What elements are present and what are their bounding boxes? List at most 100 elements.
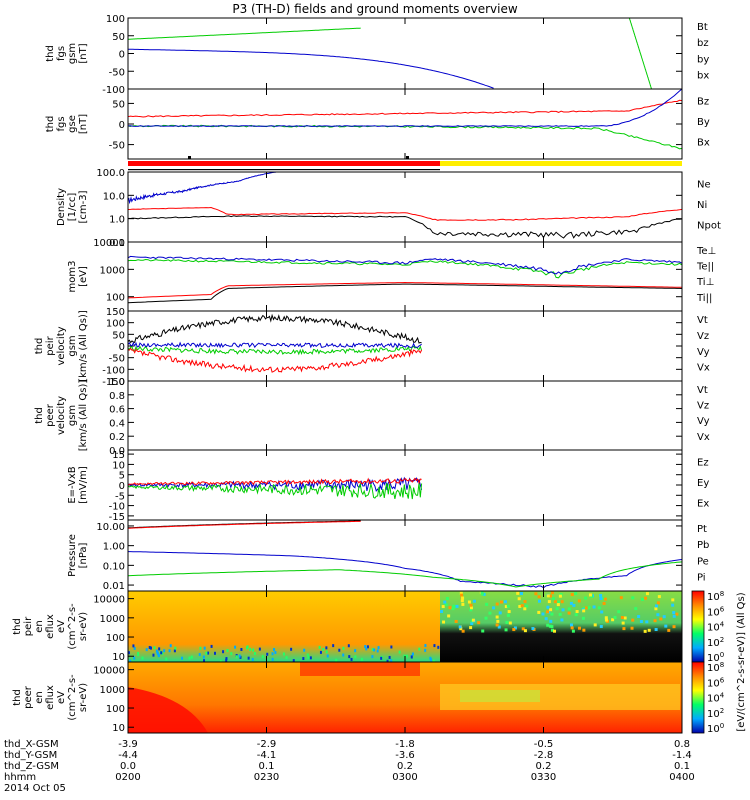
series-group xyxy=(127,520,683,589)
spectrogram-pixel xyxy=(567,611,571,615)
spectrogram-pixel xyxy=(574,591,578,595)
spectrogram-pixel xyxy=(318,645,321,649)
y-axis-label: Density[1/cc][cm-3] xyxy=(56,188,89,226)
y-axis-label-line: thd xyxy=(45,116,56,133)
series-pe xyxy=(127,561,683,588)
y-axis-label-line: [1/cc] xyxy=(67,193,78,222)
x-tick-label: 0.0 xyxy=(120,761,136,772)
x-tick-label: 0200 xyxy=(115,772,140,783)
y-tick-label: 0.1 xyxy=(109,238,125,249)
colorbar-tick-exponent: 6 xyxy=(720,605,725,613)
series-vy xyxy=(127,345,423,356)
series-group xyxy=(127,313,423,373)
spectrogram-pixel xyxy=(165,657,168,661)
panel-peer-spectrogram: 10000 1000 100 10 thdpeerenefluxeV(cm^2-s-sr… xyxy=(12,661,683,734)
spectrogram-pixel xyxy=(335,658,338,662)
y-tick-label: -50 xyxy=(109,67,125,78)
y-axis-label-line: thd xyxy=(34,407,45,424)
colorbar-tick-base: 10 xyxy=(707,663,720,674)
series-by-late xyxy=(628,17,655,90)
spectrogram-pixel xyxy=(137,653,140,657)
panel-peir-spectrogram: 10000 1000 100 10 thdpeirenefluxeV(cm^2-s-sr… xyxy=(12,590,683,663)
panel-frame xyxy=(127,519,683,592)
spectrogram-pixel xyxy=(537,595,541,599)
x-tick-label: 0.8 xyxy=(674,739,690,750)
y-axis-label-line: gsm xyxy=(67,405,78,426)
spectrogram-pixel xyxy=(570,626,574,630)
x-tick-label: -1.4 xyxy=(672,750,692,761)
series-ey xyxy=(127,482,423,500)
spectrogram-pixel xyxy=(560,600,564,604)
spectrogram-pixel xyxy=(559,593,563,597)
y-tick-label: 50 xyxy=(112,32,125,43)
y-axis-label: thdpeirvelocitygsm[km/s (All Qs)] xyxy=(34,310,89,382)
y-axis-label-line: thd xyxy=(12,618,23,635)
spectrogram-pixel xyxy=(546,605,550,609)
y-tick-label: 100 xyxy=(106,633,125,644)
spectrogram-pixel xyxy=(634,607,638,611)
spectrogram-pixel xyxy=(225,657,228,661)
colorbar-tick-exponent: 2 xyxy=(720,707,724,715)
y-tick-label: 0.8 xyxy=(109,391,125,402)
y-axis-label-line: sr-eV) xyxy=(78,683,89,712)
y-axis-label-line: velocity xyxy=(56,396,67,435)
x-row-label: thd_X-GSM xyxy=(4,739,59,750)
x-tick-label: -3.9 xyxy=(118,739,138,750)
legend-ey: Ey xyxy=(697,478,709,489)
series-ne xyxy=(127,206,683,221)
spectrogram-pixel xyxy=(537,599,541,603)
spectrogram-pixel xyxy=(592,605,596,609)
y-axis-label-line: eV xyxy=(56,691,67,704)
spectrogram-pixel xyxy=(470,621,474,625)
spectrogram-pixel xyxy=(485,602,489,606)
panel-frame xyxy=(127,449,683,521)
spectrogram-pixel xyxy=(190,655,193,659)
spectrogram-pixel xyxy=(443,600,447,604)
spectrogram-pixel xyxy=(322,647,325,651)
spectrogram-pixel xyxy=(430,658,433,662)
spectrogram-pixel xyxy=(570,593,574,597)
spectrogram-pixel xyxy=(303,648,306,652)
spectrogram-pixel xyxy=(582,609,586,613)
spectrogram-pixel xyxy=(657,595,661,599)
spectrogram-pixel xyxy=(207,651,210,655)
colorbar-tick-base: 10 xyxy=(707,678,720,689)
spectrogram-pixel xyxy=(469,608,473,612)
spectrogram-pixel xyxy=(603,597,607,601)
y-axis-label-line: eV xyxy=(56,620,67,633)
y-axis-label-line: [mV/m] xyxy=(78,466,89,504)
spectrogram-pixel xyxy=(667,628,671,632)
spectrogram-pixel xyxy=(541,612,545,616)
y-axis-label-line: peer xyxy=(23,685,34,709)
spectrogram-pixel xyxy=(274,651,277,655)
spectrogram-pixel xyxy=(445,597,449,601)
colorbar-tick-label: 104 xyxy=(707,692,725,705)
legend-ti⊥: Ti⊥ xyxy=(696,277,714,288)
colorbar-tick-base: 10 xyxy=(707,623,720,634)
spectrogram-pixel xyxy=(350,657,353,661)
spectrogram-pixel xyxy=(671,598,675,602)
colorbar-tick-base: 10 xyxy=(707,653,720,664)
spectrogram-pixel xyxy=(653,619,657,623)
spectrogram-pixel xyxy=(213,651,216,655)
series-npot xyxy=(127,171,295,205)
spectrogram-pixel xyxy=(373,648,376,652)
legend-vz: Vz xyxy=(697,331,709,342)
colorbar-tick-label: 100 xyxy=(707,651,724,664)
spectrogram-pixel xyxy=(477,621,481,625)
mode-bar-yellow xyxy=(440,161,682,166)
spectrogram-pixel xyxy=(523,629,527,633)
spectrogram-pixel xyxy=(505,620,509,624)
spectrogram-pixel xyxy=(342,646,345,650)
spectrogram-pixel xyxy=(647,628,651,632)
y-tick-label: 100 xyxy=(106,704,125,715)
spectrogram-pixel xyxy=(371,648,374,652)
series-pi xyxy=(128,551,683,589)
y-axis-label-line: [nT] xyxy=(78,114,89,134)
y-axis-label-line: velocity xyxy=(56,326,67,365)
colorbar xyxy=(691,590,705,663)
spectrogram-pixel xyxy=(459,627,463,631)
y-axis-label-line: mom3 xyxy=(67,261,78,293)
y-axis-label-line: thd xyxy=(45,45,56,62)
spectrogram-pixel xyxy=(354,649,357,653)
